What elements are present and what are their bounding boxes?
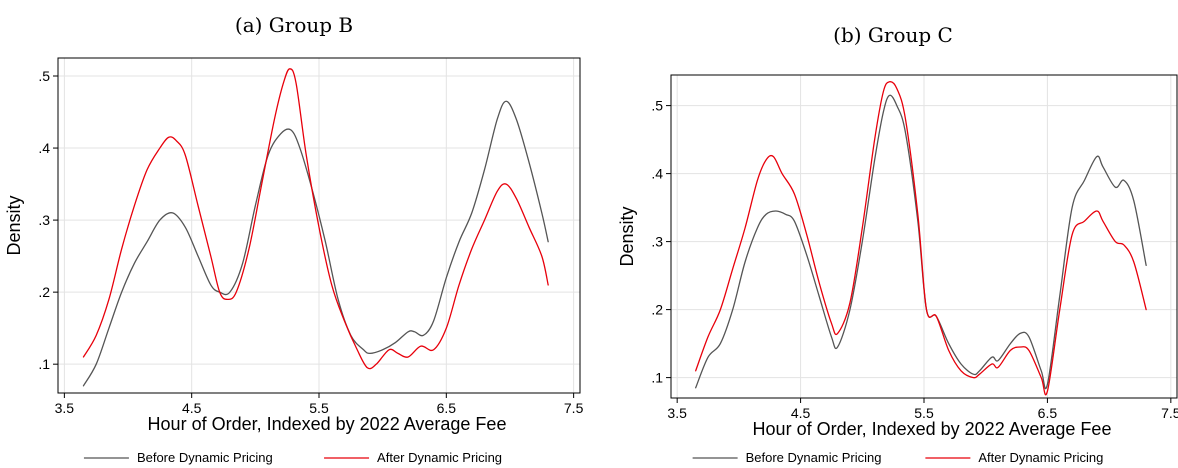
x-tick-label: 5.5 <box>309 400 329 416</box>
legend-label: After Dynamic Pricing <box>377 450 502 465</box>
y-tick-label: .2 <box>651 302 663 318</box>
y-tick-label: .4 <box>651 166 663 182</box>
y-tick-label: .5 <box>651 98 663 114</box>
gridlines <box>58 58 580 393</box>
chart-svg-group-c: (b) Group C 3.5 4.5 5.5 6.5 7.5 .1 .2 .3 .4 .5 Hour… <box>617 23 1178 465</box>
x-tick-label: 4.5 <box>791 405 811 421</box>
series-line-after <box>82 68 549 370</box>
y-tick-label: .2 <box>38 284 50 300</box>
legend-label: Before Dynamic Pricing <box>746 450 882 465</box>
x-tick-label: 5.5 <box>914 405 934 421</box>
y-tick-label: .3 <box>38 212 50 228</box>
legend-label: Before Dynamic Pricing <box>137 450 273 465</box>
y-axis-label: Density <box>617 206 637 266</box>
chart-panel-group-c: (b) Group C 3.5 4.5 5.5 6.5 7.5 .1 .2 .3 .4 .5 Hour… <box>589 0 1178 468</box>
x-axis-label: Hour of Order, Indexed by 2022 Average F… <box>148 414 507 434</box>
chart-title: (a) Group B <box>235 13 353 37</box>
y-tick-label: .4 <box>38 140 50 156</box>
chart-title: (b) Group C <box>833 23 953 47</box>
legend-item-after: After Dynamic Pricing <box>925 450 1103 465</box>
x-tick-label: 4.5 <box>182 400 202 416</box>
y-tick-label: .1 <box>38 356 50 372</box>
legend-item-before: Before Dynamic Pricing <box>692 450 882 465</box>
legend-label: After Dynamic Pricing <box>978 450 1103 465</box>
x-axis-label: Hour of Order, Indexed by 2022 Average F… <box>753 419 1112 439</box>
chart-svg-group-b: (a) Group B 3.5 4.5 5.5 6.5 7.5 .1 .2 .3 .4 .5 Hour… <box>4 13 584 465</box>
y-axis-label: Density <box>4 195 24 255</box>
chart-panel-group-b: (a) Group B 3.5 4.5 5.5 6.5 7.5 .1 .2 .3 .4 .5 Hour… <box>4 13 584 465</box>
y-tick-label: .3 <box>651 234 663 250</box>
gridlines <box>671 75 1177 398</box>
x-tick-label: 6.5 <box>437 400 457 416</box>
y-tick-label: .1 <box>651 370 663 386</box>
series-line-after <box>695 81 1147 396</box>
legend-item-before: Before Dynamic Pricing <box>83 450 273 465</box>
x-tick-label: 7.5 <box>564 400 584 416</box>
x-tick-label: 3.5 <box>55 400 75 416</box>
x-tick-label: 3.5 <box>667 405 687 421</box>
x-tick-label: 6.5 <box>1038 405 1058 421</box>
legend-item-after: After Dynamic Pricing <box>324 450 502 465</box>
y-tick-label: .5 <box>38 68 50 84</box>
x-tick-label: 7.5 <box>1161 405 1178 421</box>
series-line-before <box>82 100 549 387</box>
